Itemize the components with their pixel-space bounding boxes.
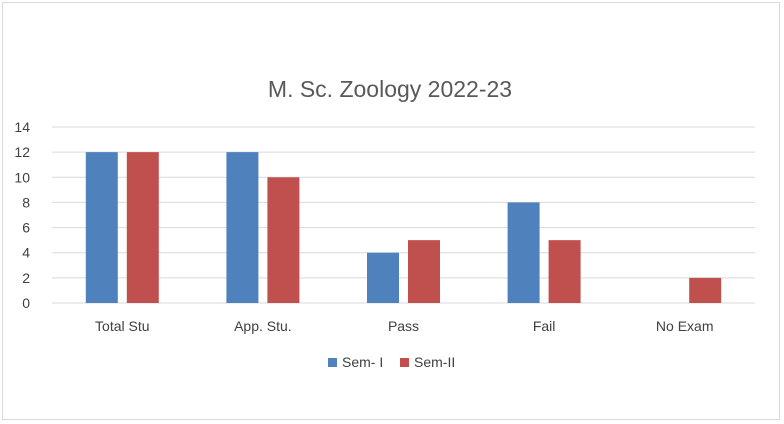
x-category-label: Pass: [388, 318, 419, 334]
bar-no-exam-series-2: [689, 277, 722, 303]
legend-label: Sem-II: [414, 354, 455, 370]
bar-pass-series-2: [408, 240, 440, 303]
bar-fail-series-2: [548, 240, 581, 303]
legend: Sem- I Sem-II: [328, 354, 455, 370]
x-category-label: Fail: [533, 318, 556, 334]
y-tick-label: 0: [22, 295, 30, 311]
y-axis-ticks: 0 2 4 6 8 10 12 14: [14, 119, 30, 311]
bar-pass-series-1: [367, 252, 399, 303]
y-tick-label: 2: [22, 270, 30, 286]
y-tick-label: 6: [22, 220, 30, 236]
x-category-label: Total Stu: [95, 318, 149, 334]
bars: [85, 152, 722, 303]
legend-swatch: [400, 358, 409, 367]
y-tick-label: 14: [14, 119, 30, 135]
y-tick-label: 4: [22, 245, 30, 261]
gridlines: [52, 126, 755, 304]
y-tick-label: 8: [22, 194, 30, 210]
bar-fail-series-1: [507, 202, 540, 303]
legend-swatch: [328, 358, 337, 367]
y-tick-label: 12: [14, 144, 30, 160]
bar-app-stu-series-1: [226, 152, 259, 303]
x-axis-categories: Total Stu App. Stu. Pass Fail No Exam: [95, 318, 713, 334]
chart-title: M. Sc. Zoology 2022-23: [268, 76, 512, 102]
bar-app-stu-series-2: [267, 177, 300, 303]
y-tick-label: 10: [14, 169, 30, 185]
legend-label: Sem- I: [342, 354, 383, 370]
bar-total-stu-series-2: [126, 152, 159, 303]
x-category-label: No Exam: [656, 318, 714, 334]
x-category-label: App. Stu.: [234, 318, 292, 334]
bar-total-stu-series-1: [85, 152, 118, 303]
